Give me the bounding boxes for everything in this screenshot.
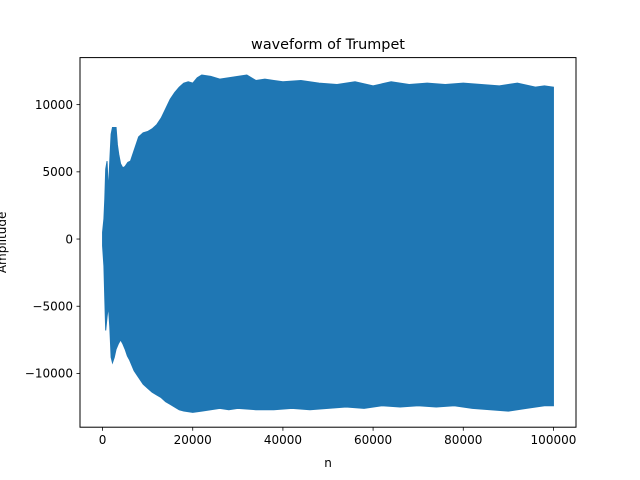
x-tick-label: 0 [99, 433, 107, 447]
y-axis: −10000 −5000 0 5000 10000 [25, 98, 80, 381]
y-tick-label: −5000 [32, 300, 73, 314]
x-axis: 0 20000 40000 60000 80000 100000 [99, 427, 577, 447]
y-tick-label: 10000 [35, 98, 73, 112]
y-tick-label: −10000 [25, 367, 73, 381]
waveform-series-0 [102, 74, 554, 413]
x-axis-label: n [324, 456, 332, 470]
y-tick-label: 5000 [42, 165, 73, 179]
x-tick-label: 80000 [444, 433, 482, 447]
x-tick-label: 20000 [174, 433, 212, 447]
plot-area [102, 74, 554, 413]
y-tick-label: 0 [65, 232, 73, 246]
axes-frame [79, 57, 577, 428]
x-tick-label: 100000 [531, 433, 577, 447]
chart-title: waveform of Trumpet [251, 37, 405, 53]
x-tick-label: 60000 [354, 433, 392, 447]
x-tick-label: 40000 [264, 433, 302, 447]
y-axis-label: Amplitude [0, 212, 9, 274]
